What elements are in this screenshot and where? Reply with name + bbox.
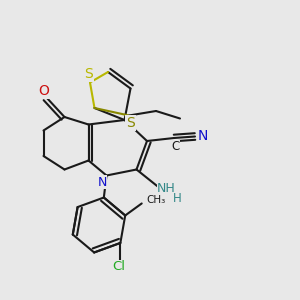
Text: S: S bbox=[84, 68, 93, 81]
Text: NH: NH bbox=[157, 182, 176, 196]
Text: H: H bbox=[172, 192, 182, 206]
Text: Cl: Cl bbox=[112, 260, 125, 273]
Text: S: S bbox=[126, 116, 135, 130]
Text: O: O bbox=[39, 84, 50, 98]
Text: CH₃: CH₃ bbox=[146, 196, 166, 206]
Text: N: N bbox=[97, 176, 107, 189]
Text: C: C bbox=[171, 140, 180, 154]
Text: N: N bbox=[197, 129, 208, 143]
